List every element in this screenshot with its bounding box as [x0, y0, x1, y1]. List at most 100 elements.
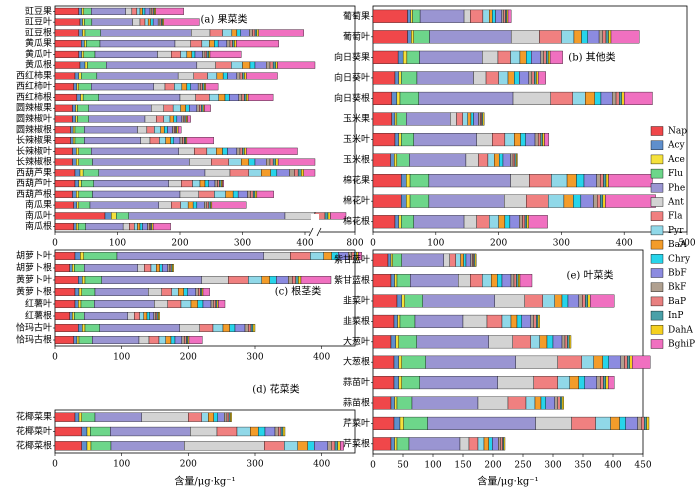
bar-segment-Ace [76, 336, 80, 344]
bar-segment-Fla [146, 126, 155, 134]
bar-segment-BkF [554, 396, 558, 410]
bar-segment-Acy [393, 416, 401, 430]
category-label: 芹菜叶 [343, 417, 370, 429]
bar-segment-BaP [600, 174, 604, 188]
bar-segment-Ace [78, 180, 82, 188]
bar-segment-BbF [254, 61, 267, 69]
bar-segment-Flu [403, 416, 428, 430]
x-tick-label: 450 [634, 461, 651, 471]
bar-segment-BkF [181, 115, 184, 123]
bar-segment-Phe [413, 215, 465, 229]
bar-segment-InP [524, 215, 528, 229]
bar-segment-Ant [204, 169, 231, 177]
bar-segment-InP [242, 72, 245, 80]
bar-segment-BaA [261, 276, 270, 284]
bar-segment-Ace [75, 115, 78, 123]
bar-segment-InP [252, 190, 256, 198]
bar-segment-Nap [54, 336, 74, 344]
bar-segment-BaP [269, 158, 274, 166]
bar-segment-BaP [531, 71, 535, 85]
bar-segment-Phe [94, 288, 149, 296]
bar-segment-Ace [79, 169, 84, 177]
legend-label-Flu: Flu [668, 169, 683, 179]
bar-segment-Fla [290, 252, 311, 260]
bar-segment-Fla [449, 253, 456, 267]
panel-title-d: (d) 花菜类 [252, 383, 299, 396]
bar-segment-DahA [201, 288, 204, 296]
bar-segment-Pyr [487, 153, 495, 167]
bar-segment-Fla [468, 437, 479, 451]
bar-segment-Ace [76, 201, 79, 209]
bar-segment-BaA [573, 30, 582, 44]
bar-segment-BaP [226, 412, 230, 422]
bar-segment-Pyr [482, 274, 492, 288]
bar-segment-BaP [229, 40, 233, 48]
bar-segment-Fla [171, 201, 181, 209]
bar-segment-BkF [530, 314, 534, 328]
category-label: 玉米叶 [343, 133, 370, 145]
bar-segment-Pyr [236, 426, 251, 437]
category-label: 胡萝卜叶 [16, 250, 52, 262]
bar-segment-BkF [224, 412, 228, 422]
x-tick-label: 100 [427, 239, 444, 249]
category-label: 芹菜根 [343, 437, 370, 449]
legend-swatch-BaA [650, 239, 664, 250]
bar-segment-BbF [176, 115, 183, 123]
bar-segment-BkF [226, 40, 231, 48]
bar-segment-BaP [602, 30, 607, 44]
bar-segment-BkF [596, 174, 601, 188]
bar-segment-Fla [486, 314, 503, 328]
bar-segment-DahA [506, 9, 509, 23]
bar-segment-BbF [525, 133, 536, 147]
bar-segment-BaP [543, 50, 547, 64]
bar-segment-Ant [141, 412, 189, 422]
bar-segment-Flu [399, 91, 420, 105]
bar-segment-BkF [596, 376, 601, 390]
bar-segment-BaP [597, 194, 601, 208]
bar-segment-Pyr [310, 252, 324, 260]
bar-segment-Pyr [482, 9, 490, 23]
bar-segment-Chry [192, 201, 198, 209]
bar-segment-Phe [416, 71, 474, 85]
bar-segment-Flu [81, 180, 94, 188]
bar-segment-Fla [492, 133, 506, 147]
bar-segment-BaP [480, 112, 482, 126]
bar-segment-Chry [170, 336, 176, 344]
bar-segment-BkF [167, 264, 170, 272]
legend-swatch-Chry [650, 254, 664, 264]
bar-segment-Flu [83, 7, 92, 15]
bar-segment-DahA [210, 201, 213, 209]
bar-segment-DahA [518, 274, 521, 288]
bar-segment-Acy [72, 104, 76, 112]
bar-segment-BaA [165, 336, 172, 344]
bar-segment-BaP [182, 137, 185, 145]
bar-segment-Ace [81, 7, 84, 15]
bar-segment-Flu [401, 355, 426, 369]
bar-segment-Chry [492, 9, 496, 23]
bar-segment-Nap [54, 252, 76, 260]
bar-segment-Ant [151, 104, 164, 112]
x-tick-label: 400 [604, 461, 621, 471]
bar-segment-Phe [422, 294, 495, 308]
bar-segment-Fla [485, 71, 499, 85]
bar-segment-Flu [399, 314, 416, 328]
bar-segment-Ant [473, 71, 487, 85]
bar-segment-Chry [488, 437, 493, 451]
bar-segment-Ace [80, 93, 84, 101]
bar-segment-BbF [189, 104, 198, 112]
bar-segment-Ant [191, 29, 211, 37]
bar-segment-BaA [178, 288, 184, 296]
bar-segment-BaP [159, 18, 162, 26]
bar-segment-Phe [101, 276, 202, 284]
bar-segment-Pyr [206, 147, 217, 155]
bar-segment-BaP [615, 91, 620, 105]
bar-segment-Flu [78, 336, 93, 344]
bar-segment-BghiP [330, 212, 347, 220]
bar-segment-Chry [214, 40, 219, 48]
bar-segment-DahA [204, 83, 206, 91]
bar-segment-DahA [587, 294, 591, 308]
bar-segment-InP [156, 312, 159, 320]
bar-segment-BkF [598, 30, 604, 44]
bar-segment-BaP [533, 314, 537, 328]
bar-segment-Chry [499, 153, 504, 167]
